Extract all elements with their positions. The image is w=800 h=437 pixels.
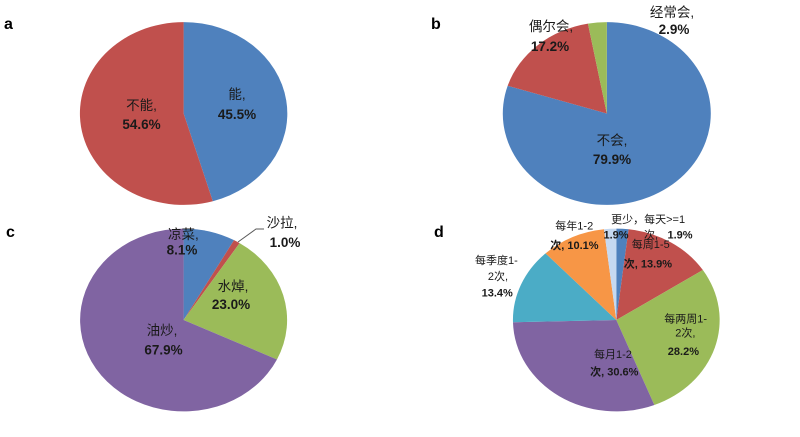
svg-text:23.0%: 23.0%: [212, 297, 250, 312]
svg-text:54.6%: 54.6%: [122, 117, 160, 132]
svg-text:能,: 能,: [228, 87, 245, 102]
svg-text:1.9%: 1.9%: [667, 230, 692, 242]
svg-text:次, 30.6%: 次, 30.6%: [590, 365, 639, 379]
svg-text:28.2%: 28.2%: [668, 346, 699, 358]
svg-text:1.0%: 1.0%: [270, 235, 301, 250]
svg-text:67.9%: 67.9%: [144, 342, 182, 357]
svg-text:次, 10.1%: 次, 10.1%: [550, 238, 599, 252]
svg-text:每季度1-: 每季度1-: [475, 253, 518, 267]
svg-text:次, 13.9%: 次, 13.9%: [624, 256, 673, 270]
svg-text:17.2%: 17.2%: [531, 39, 569, 54]
svg-text:偶尔会,: 偶尔会,: [529, 19, 573, 34]
svg-text:79.9%: 79.9%: [593, 152, 631, 167]
svg-text:45.5%: 45.5%: [218, 107, 256, 122]
svg-text:2次,: 2次,: [488, 269, 508, 283]
svg-text:每年1-2: 每年1-2: [555, 219, 593, 233]
svg-text:2次,: 2次,: [675, 325, 695, 339]
svg-text:油炒,: 油炒,: [147, 323, 178, 338]
svg-text:8.1%: 8.1%: [167, 243, 198, 258]
svg-text:2.9%: 2.9%: [659, 22, 690, 37]
svg-text:沙拉,: 沙拉,: [267, 216, 298, 231]
svg-text:经常会,: 经常会,: [650, 5, 694, 20]
svg-text:凉菜,: 凉菜,: [168, 227, 199, 242]
svg-text:每两周1-: 每两周1-: [664, 312, 707, 326]
svg-text:不会,: 不会,: [597, 133, 628, 148]
svg-text:水焯,: 水焯,: [218, 279, 249, 294]
svg-text:每月1-2: 每月1-2: [594, 347, 632, 361]
svg-text:不能,: 不能,: [126, 98, 157, 113]
svg-text:更少，每天>=1: 更少，每天>=1: [611, 212, 685, 226]
svg-text:13.4%: 13.4%: [482, 288, 513, 300]
svg-text:次,: 次,: [644, 228, 658, 242]
svg-text:1.9%: 1.9%: [603, 230, 628, 242]
